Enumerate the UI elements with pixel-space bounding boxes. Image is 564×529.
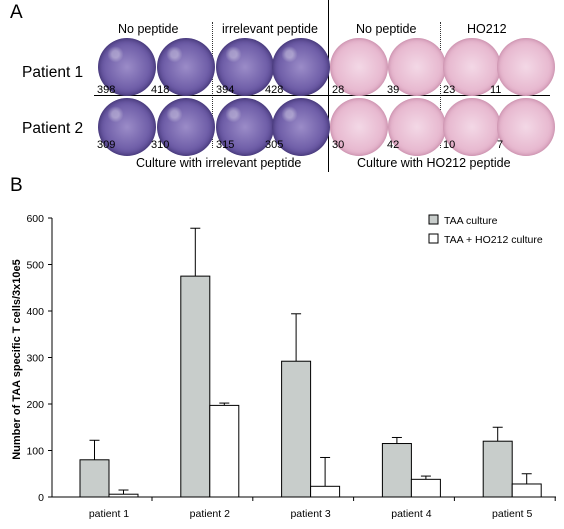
- count-p2-7: 10: [443, 139, 456, 151]
- dotted-divider-right: [440, 22, 441, 148]
- row-label-patient-1: Patient 1: [22, 64, 84, 81]
- well-p2-no-peptide-b: [157, 98, 215, 156]
- count-p1-6: 39: [387, 84, 400, 96]
- legend-label: TAA culture: [444, 215, 498, 227]
- header-irrelevant-peptide: irrelevant peptide: [222, 22, 318, 36]
- y-tick-label: 100: [26, 446, 44, 458]
- header-no-peptide-1: No peptide: [118, 22, 179, 36]
- group-divider: [328, 0, 329, 172]
- header-ho212: HO212: [467, 22, 507, 36]
- well-p2-irrelevant-b: [272, 98, 330, 156]
- bar-taa-ho212: [410, 478, 441, 498]
- count-p2-5: 30: [332, 139, 345, 151]
- count-p1-1: 398: [97, 84, 116, 96]
- well-p2-ho-no-peptide-b: [388, 98, 446, 156]
- count-p1-2: 418: [151, 84, 170, 96]
- bar-taa-ho212: [108, 493, 139, 498]
- y-tick-label: 600: [26, 213, 44, 225]
- legend-swatch: [428, 233, 439, 244]
- row-label-patient-2: Patient 2: [22, 120, 84, 137]
- count-p1-5: 28: [332, 84, 345, 96]
- bar-taa-ho212: [310, 485, 341, 498]
- count-p2-3: 315: [216, 139, 235, 151]
- count-p1-8: 11: [490, 84, 502, 96]
- x-tick-label: patient 1: [89, 508, 129, 520]
- bar-taa: [482, 440, 513, 498]
- count-p2-1: 309: [97, 139, 116, 151]
- y-tick-label: 300: [26, 353, 44, 365]
- well-p1-ho-no-peptide-a: [330, 38, 388, 96]
- well-p2-no-peptide-a: [98, 98, 156, 156]
- well-p1-no-peptide-b: [157, 38, 215, 96]
- y-tick-label: 400: [26, 306, 44, 318]
- well-p1-irrelevant-b: [272, 38, 330, 96]
- panel-a-letter: A: [10, 2, 23, 23]
- x-tick-label: patient 2: [190, 508, 230, 520]
- panel-b-letter: B: [10, 175, 23, 196]
- x-tick-label: patient 4: [391, 508, 431, 520]
- caption-irrelevant-culture: Culture with irrelevant peptide: [136, 156, 302, 170]
- count-p2-4: 305: [265, 139, 284, 151]
- well-p1-no-peptide-a: [98, 38, 156, 96]
- y-tick-label: 200: [26, 399, 44, 411]
- y-tick-label: 500: [26, 260, 44, 272]
- bar-taa: [79, 459, 110, 498]
- count-p1-4: 428: [265, 84, 284, 96]
- count-p2-2: 310: [151, 139, 170, 151]
- bar-taa-ho212: [209, 404, 240, 498]
- x-tick-label: patient 5: [492, 508, 532, 520]
- well-p1-irrelevant-a: [216, 38, 274, 96]
- count-p1-7: 23: [443, 84, 456, 96]
- bar-taa: [381, 443, 412, 498]
- well-p1-ho-no-peptide-b: [388, 38, 446, 96]
- bar-taa: [281, 360, 312, 498]
- legend-swatch: [428, 214, 439, 225]
- well-p1-ho212-b: [497, 38, 555, 96]
- dotted-divider-left: [212, 22, 213, 148]
- count-p2-8: 7: [497, 139, 504, 151]
- bar-taa: [180, 275, 211, 498]
- well-p2-ho-no-peptide-a: [330, 98, 388, 156]
- row-divider: [94, 95, 550, 96]
- well-p2-ho212-b: [497, 98, 555, 156]
- legend-label: TAA + HO212 culture: [444, 234, 543, 246]
- caption-ho212-culture: Culture with HO212 peptide: [357, 156, 511, 170]
- well-p2-ho212-a: [443, 98, 501, 156]
- count-p1-3: 394: [216, 84, 235, 96]
- bar-taa-ho212: [511, 483, 542, 498]
- y-axis-label: Number of TAA specific T cells/3x10e5: [11, 259, 23, 460]
- well-p2-irrelevant-a: [216, 98, 274, 156]
- header-no-peptide-2: No peptide: [356, 22, 417, 36]
- y-tick-label: 0: [38, 492, 44, 504]
- count-p2-6: 42: [387, 139, 400, 151]
- well-p1-ho212-a: [443, 38, 501, 96]
- x-tick-label: patient 3: [290, 508, 330, 520]
